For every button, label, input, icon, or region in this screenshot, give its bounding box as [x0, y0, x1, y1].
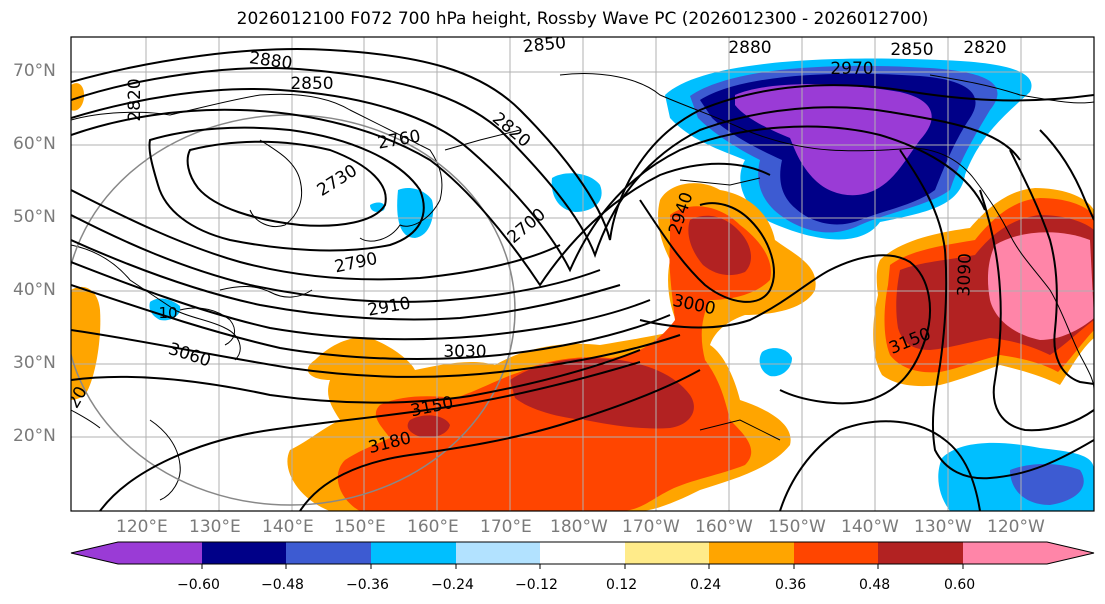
contour-label: 3090: [954, 253, 975, 297]
colorbar-segment: [709, 542, 794, 564]
contour-label: 2850: [890, 40, 933, 60]
lon-label: 130°W: [914, 517, 972, 537]
contour-label: 10: [158, 304, 177, 322]
lon-label: 130°E: [189, 517, 241, 537]
colorbar-tick-label: −0.24: [431, 577, 474, 593]
colorbar-segment: [540, 542, 625, 564]
colorbar-tick-label: −0.36: [346, 577, 389, 593]
lon-label: 150°E: [334, 517, 386, 537]
colorbar-segment: [202, 542, 286, 564]
lon-label: 120°E: [116, 517, 168, 537]
contour-label: 2970: [830, 59, 873, 79]
contour-label: 2880: [728, 38, 771, 58]
lon-label: 170°W: [622, 517, 680, 537]
colorbar-segment: [878, 542, 963, 564]
colorbar-tick-label: −0.60: [177, 577, 220, 593]
colorbar-tick-label: −0.48: [261, 577, 304, 593]
lon-label: 140°E: [262, 517, 314, 537]
lat-label-70n: 70°N: [13, 61, 56, 81]
map-plot-area: 2820 2880 2850 2850 2880 2850 2820 2970 …: [71, 33, 1094, 511]
colorbar: [70, 541, 1095, 569]
lat-label-40n: 40°N: [13, 280, 56, 300]
colorbar-tick-label: 0.12: [606, 577, 638, 593]
colorbar-low-extension: [71, 542, 118, 564]
contour-label: 2850: [522, 33, 567, 57]
contour-label: 3030: [443, 342, 486, 362]
lat-label-20n: 20°N: [13, 426, 56, 446]
lon-label: 180°W: [550, 517, 608, 537]
colorbar-segment: [794, 542, 878, 564]
colorbar-tick-label: 0.24: [690, 577, 722, 593]
contour-label: 2820: [963, 38, 1006, 58]
colorbar-segment: [286, 542, 371, 564]
colorbar-segment: [456, 542, 540, 564]
colorbar-tick-label: 0.48: [859, 577, 891, 593]
lon-label: 150°W: [768, 517, 826, 537]
anomaly-shading: [71, 58, 1094, 511]
colorbar-segment: [118, 542, 202, 564]
colorbar-tick-label: 0.36: [775, 577, 807, 593]
lon-label: 140°W: [841, 517, 899, 537]
map-frame: [70, 36, 1095, 512]
lon-label: 170°E: [480, 517, 532, 537]
chart-title: 2026012100 F072 700 hPa height, Rossby W…: [236, 9, 929, 29]
coastlines: [71, 73, 1094, 501]
contour-label: 2850: [290, 74, 333, 94]
lat-label-30n: 30°N: [13, 353, 56, 373]
lon-label: 120°W: [987, 517, 1045, 537]
lon-label: 160°E: [407, 517, 459, 537]
lat-label-60n: 60°N: [13, 134, 56, 154]
colorbar-segment: [371, 542, 456, 564]
lat-label-50n: 50°N: [13, 207, 56, 227]
colorbar-outline: [70, 541, 1095, 565]
colorbar-segment: [625, 542, 709, 564]
colorbar-tick-label: −0.12: [515, 577, 558, 593]
colorbar-segment: [963, 542, 1047, 564]
colorbar-high-extension: [1047, 542, 1094, 564]
colorbar-tick-label: 0.60: [944, 577, 976, 593]
height-contours: [71, 48, 1094, 511]
lon-label: 160°W: [695, 517, 753, 537]
contour-label: 2820: [125, 78, 145, 121]
